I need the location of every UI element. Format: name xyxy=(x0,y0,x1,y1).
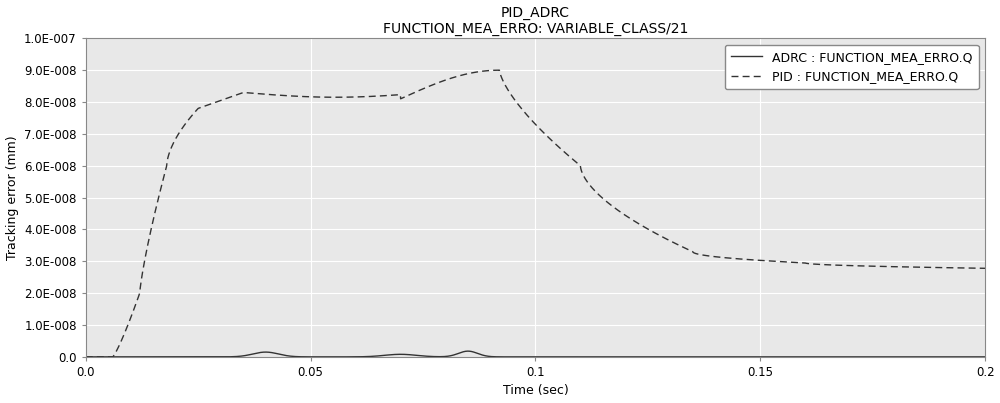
PID : FUNCTION_MEA_ERRO.Q: (0, 0): FUNCTION_MEA_ERRO.Q: (0, 0) xyxy=(80,355,92,359)
PID : FUNCTION_MEA_ERRO.Q: (0.145, 3.07e-08): FUNCTION_MEA_ERRO.Q: (0.145, 3.07e-08) xyxy=(733,256,745,261)
PID : FUNCTION_MEA_ERRO.Q: (0.092, 9e-08): FUNCTION_MEA_ERRO.Q: (0.092, 9e-08) xyxy=(493,68,505,73)
ADRC : FUNCTION_MEA_ERRO.Q: (0.184, 2.26e-235): FUNCTION_MEA_ERRO.Q: (0.184, 2.26e-235) xyxy=(907,355,919,359)
ADRC : FUNCTION_MEA_ERRO.Q: (0.2, 2.09e-303): FUNCTION_MEA_ERRO.Q: (0.2, 2.09e-303) xyxy=(979,355,991,359)
Title: PID_ADRC
FUNCTION_MEA_ERRO: VARIABLE_CLASS/21: PID_ADRC FUNCTION_MEA_ERRO: VARIABLE_CLA… xyxy=(383,6,688,36)
PID : FUNCTION_MEA_ERRO.Q: (0.0856, 8.91e-08): FUNCTION_MEA_ERRO.Q: (0.0856, 8.91e-08) xyxy=(465,71,477,75)
PID : FUNCTION_MEA_ERRO.Q: (0.184, 2.82e-08): FUNCTION_MEA_ERRO.Q: (0.184, 2.82e-08) xyxy=(907,265,919,270)
ADRC : FUNCTION_MEA_ERRO.Q: (0.194, 1.71e-276): FUNCTION_MEA_ERRO.Q: (0.194, 1.71e-276) xyxy=(952,355,964,359)
ADRC : FUNCTION_MEA_ERRO.Q: (0.085, 1.8e-09): FUNCTION_MEA_ERRO.Q: (0.085, 1.8e-09) xyxy=(462,349,474,353)
ADRC : FUNCTION_MEA_ERRO.Q: (0.084, 1.62e-09): FUNCTION_MEA_ERRO.Q: (0.084, 1.62e-09) xyxy=(458,349,470,354)
X-axis label: Time (sec): Time (sec) xyxy=(503,384,568,397)
ADRC : FUNCTION_MEA_ERRO.Q: (0.145, 2.03e-108): FUNCTION_MEA_ERRO.Q: (0.145, 2.03e-108) xyxy=(733,355,745,359)
PID : FUNCTION_MEA_ERRO.Q: (0.2, 2.78e-08): FUNCTION_MEA_ERRO.Q: (0.2, 2.78e-08) xyxy=(979,266,991,271)
PID : FUNCTION_MEA_ERRO.Q: (0.084, 8.86e-08): FUNCTION_MEA_ERRO.Q: (0.084, 8.86e-08) xyxy=(458,72,470,77)
ADRC : FUNCTION_MEA_ERRO.Q: (0.0857, 1.71e-09): FUNCTION_MEA_ERRO.Q: (0.0857, 1.71e-09) xyxy=(465,349,477,354)
ADRC : FUNCTION_MEA_ERRO.Q: (0, 5.58e-53): FUNCTION_MEA_ERRO.Q: (0, 5.58e-53) xyxy=(80,355,92,359)
Legend: ADRC : FUNCTION_MEA_ERRO.Q, PID : FUNCTION_MEA_ERRO.Q: ADRC : FUNCTION_MEA_ERRO.Q, PID : FUNCTI… xyxy=(725,45,979,89)
Line: PID : FUNCTION_MEA_ERRO.Q: PID : FUNCTION_MEA_ERRO.Q xyxy=(86,70,985,357)
Line: ADRC : FUNCTION_MEA_ERRO.Q: ADRC : FUNCTION_MEA_ERRO.Q xyxy=(86,351,985,357)
Y-axis label: Tracking error (mm): Tracking error (mm) xyxy=(6,135,19,260)
PID : FUNCTION_MEA_ERRO.Q: (0.0951, 8.13e-08): FUNCTION_MEA_ERRO.Q: (0.0951, 8.13e-08) xyxy=(507,96,519,100)
ADRC : FUNCTION_MEA_ERRO.Q: (0.0951, 2.28e-14): FUNCTION_MEA_ERRO.Q: (0.0951, 2.28e-14) xyxy=(507,355,519,359)
PID : FUNCTION_MEA_ERRO.Q: (0.194, 2.79e-08): FUNCTION_MEA_ERRO.Q: (0.194, 2.79e-08) xyxy=(952,266,964,270)
